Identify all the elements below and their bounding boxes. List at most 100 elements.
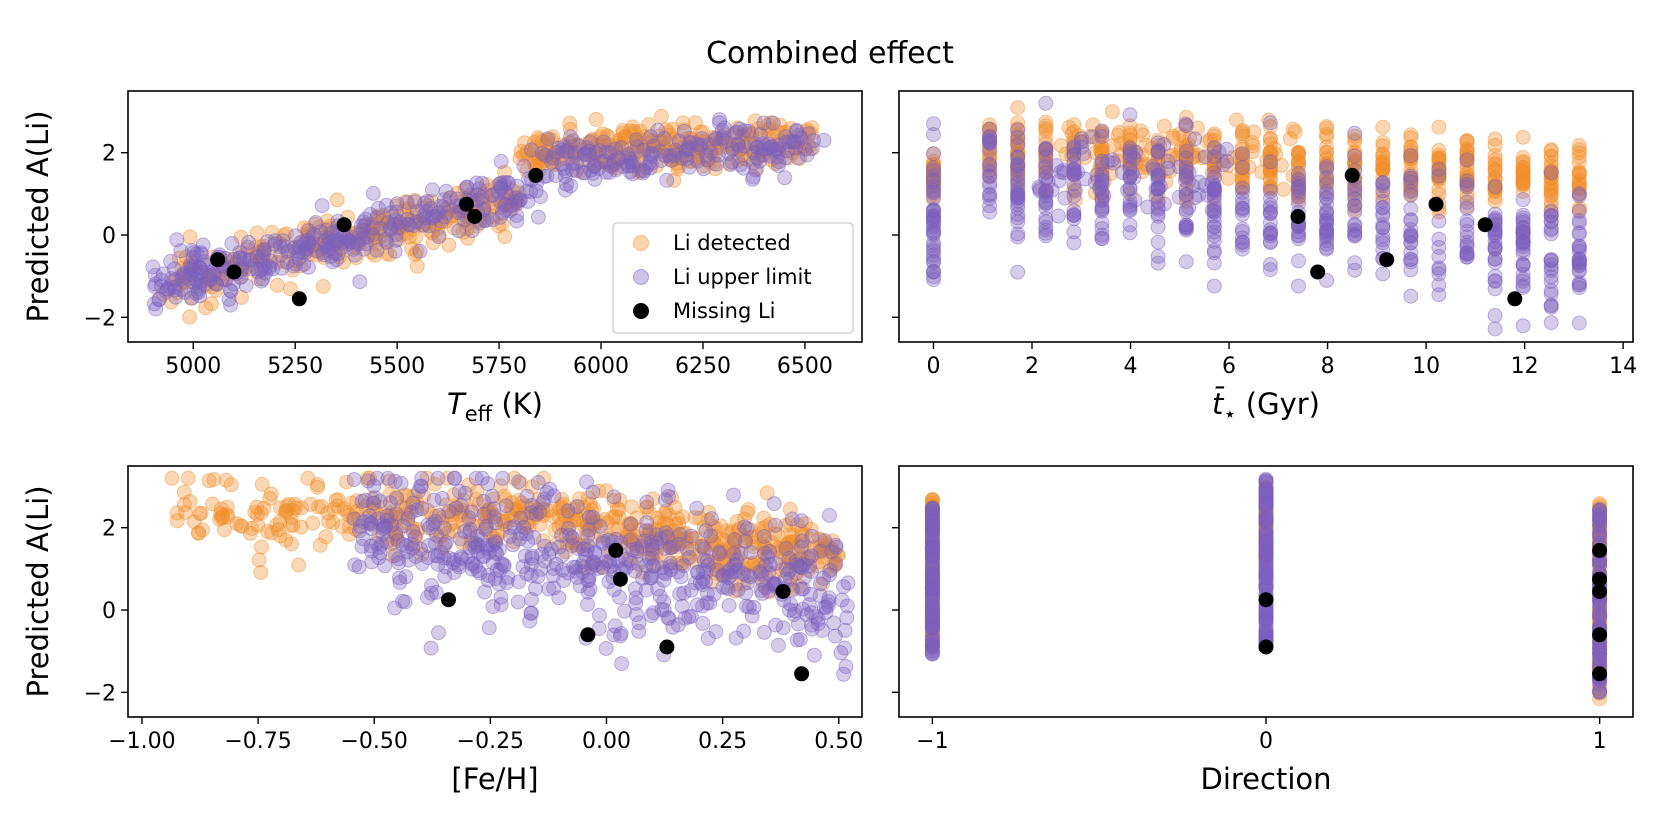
point-upper — [1592, 607, 1608, 623]
point-upper — [1178, 217, 1194, 233]
point-detected — [783, 552, 799, 568]
point-upper — [1258, 534, 1274, 550]
point-upper — [926, 255, 941, 270]
point-upper — [696, 552, 712, 568]
point-upper — [315, 245, 331, 261]
point-upper — [924, 607, 940, 623]
point-upper — [1206, 140, 1222, 156]
point-upper — [358, 236, 374, 252]
point-detected — [297, 220, 312, 236]
point-upper — [1515, 225, 1531, 240]
point-upper — [559, 176, 574, 192]
point-detected — [320, 228, 336, 244]
point-upper — [567, 144, 583, 160]
point-detected — [182, 309, 198, 325]
point-detected — [924, 552, 940, 568]
point-upper — [778, 540, 794, 556]
point-upper — [203, 272, 219, 288]
point-detected — [771, 550, 787, 566]
point-detected — [341, 235, 357, 251]
point-upper — [793, 513, 809, 529]
point-upper — [1375, 232, 1391, 248]
point-upper — [736, 623, 752, 639]
point-upper — [484, 187, 500, 203]
point-detected — [1096, 174, 1112, 190]
point-upper — [408, 549, 424, 564]
point-upper — [341, 233, 356, 249]
point-upper — [1010, 137, 1026, 153]
point-detected — [432, 212, 448, 227]
point-upper — [702, 595, 718, 611]
point-detected — [239, 259, 255, 275]
point-upper — [366, 478, 382, 494]
point-detected — [924, 602, 940, 618]
point-detected — [1258, 549, 1274, 564]
point-detected — [785, 555, 801, 571]
point-detected — [924, 531, 940, 546]
point-detected — [1262, 131, 1278, 146]
point-detected — [924, 604, 940, 620]
point-detected — [626, 144, 642, 159]
point-detected — [1134, 164, 1150, 180]
point-detected — [546, 153, 562, 169]
point-upper — [334, 235, 350, 251]
point-upper — [744, 608, 760, 624]
point-detected — [1258, 516, 1274, 532]
point-upper — [623, 154, 639, 170]
point-detected — [431, 227, 447, 243]
point-detected — [924, 581, 940, 597]
point-upper — [822, 563, 838, 578]
point-detected — [528, 507, 544, 523]
point-upper — [1234, 184, 1250, 200]
point-detected — [1094, 153, 1110, 169]
point-detected — [566, 502, 582, 518]
point-upper — [924, 615, 940, 631]
point-detected — [1258, 517, 1274, 533]
point-detected — [204, 268, 220, 283]
point-detected — [1375, 149, 1391, 165]
point-upper — [735, 566, 751, 582]
point-upper — [413, 541, 429, 557]
point-upper — [420, 589, 436, 605]
point-detected — [802, 141, 818, 157]
point-upper — [694, 131, 710, 147]
point-upper — [493, 194, 509, 210]
point-missing — [1258, 592, 1274, 608]
point-detected — [366, 501, 382, 517]
point-upper — [1178, 150, 1194, 166]
point-detected — [295, 234, 311, 250]
point-detected — [536, 148, 552, 164]
point-upper — [493, 179, 509, 195]
point-detected — [982, 151, 998, 167]
point-detected — [368, 236, 384, 252]
point-upper — [1258, 510, 1274, 526]
point-upper — [700, 630, 716, 646]
point-upper — [488, 515, 504, 531]
point-detected — [362, 470, 377, 486]
point-detected — [562, 115, 578, 131]
point-detected — [926, 191, 941, 207]
point-upper — [822, 567, 838, 583]
point-upper — [663, 555, 678, 571]
point-detected — [1122, 139, 1138, 155]
point-detected — [1543, 143, 1559, 159]
point-detected — [1543, 170, 1559, 186]
point-detected — [1010, 168, 1026, 184]
point-upper — [1347, 228, 1363, 244]
point-upper — [715, 567, 731, 583]
point-upper — [378, 197, 394, 213]
point-upper — [1291, 172, 1306, 187]
point-upper — [437, 536, 453, 552]
point-upper — [924, 546, 940, 562]
point-detected — [387, 509, 403, 525]
point-missing — [467, 209, 483, 224]
point-upper — [1206, 190, 1222, 206]
point-upper — [836, 579, 851, 595]
point-upper — [490, 184, 506, 200]
point-upper — [1459, 152, 1475, 168]
point-detected — [721, 136, 737, 151]
point-upper — [1487, 273, 1503, 289]
point-detected — [1258, 533, 1274, 549]
point-detected — [179, 274, 195, 290]
point-detected — [712, 132, 728, 148]
